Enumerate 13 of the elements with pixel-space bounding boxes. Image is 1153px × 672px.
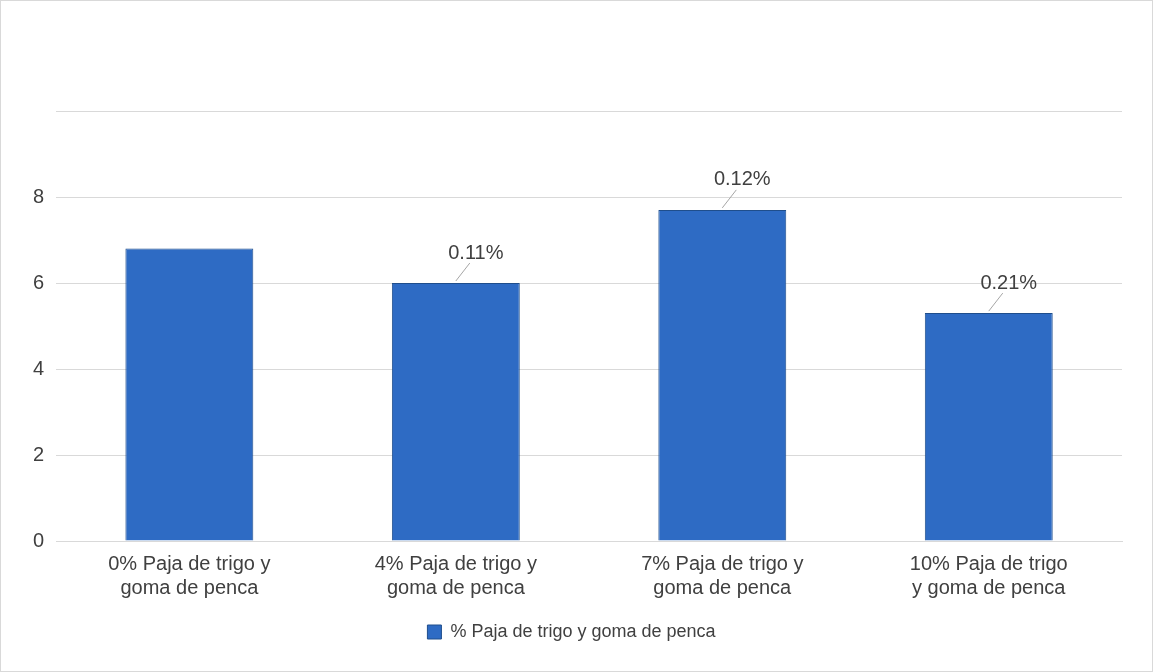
y-tick-label: 0 (33, 528, 45, 551)
legend-label: % Paja de trigo y goma de penca (450, 620, 717, 641)
annotation: 0.11% (448, 240, 504, 263)
annotation: 0.12% (713, 167, 771, 190)
y-tick-label: 4 (33, 356, 45, 379)
x-tick-label: 4% Paja de trigo y goma de penca (374, 551, 537, 598)
y-tick-label: 2 (33, 442, 45, 465)
annotation: 0.21% (980, 270, 1038, 293)
x-tick-label: 0% Paja de trigo y goma de penca (108, 551, 271, 598)
y-tick-label: 6 (33, 270, 45, 293)
y-tick-label: 8 (33, 184, 45, 207)
x-tick-label: 10% Paja de trigo y goma de penca (909, 551, 1068, 598)
x-tick-label: 7% Paja de trigo y goma de penca (641, 551, 804, 598)
